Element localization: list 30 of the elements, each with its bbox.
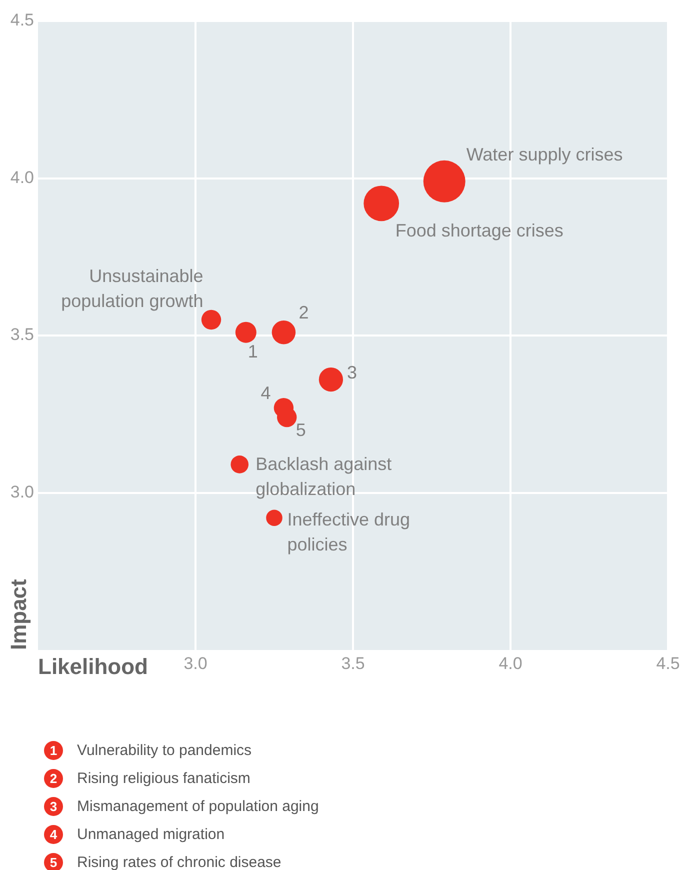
number-badge-icon: 2 [44, 768, 63, 788]
annotation: Food shortage crises [395, 220, 564, 240]
text: Unmanaged migration [77, 826, 225, 842]
text: Rising religious fanaticism [77, 770, 250, 786]
annotation: 1 [248, 341, 258, 362]
x-tick-label: 4.5 [656, 654, 680, 673]
annotation: 3 [346, 362, 357, 382]
annotation: Water supply crises [466, 144, 623, 164]
text: Mismanagement of population aging [77, 798, 319, 814]
y-tick-label: 3.5 [10, 325, 34, 344]
annotation: Ineffective drug policies [287, 509, 410, 554]
annotation: Unsustainable population growth [61, 266, 204, 312]
x-tick-label: 3.5 [341, 654, 365, 673]
y-axis-title: Impact [6, 578, 32, 650]
annotation: 4 [260, 382, 271, 403]
number-badge-icon: 4 [44, 824, 63, 844]
y-tick-label: 4.0 [10, 168, 34, 187]
y-tick-label: 4.5 [10, 10, 34, 30]
annotation: 2 [298, 302, 309, 322]
annotation: Backlash against globalization [256, 454, 392, 499]
annotation: 5 [296, 420, 306, 440]
x-tick-label: 4.0 [498, 654, 522, 673]
x-axis-title: Likelihood [38, 654, 148, 680]
text: Vulnerability to pandemics [77, 742, 252, 758]
number-badge-icon: 1 [44, 740, 63, 760]
text: Rising rates of chronic disease [77, 854, 282, 870]
x-tick-label: 3.0 [184, 654, 208, 673]
number-badge-icon: 5 [44, 852, 63, 870]
number-badge-icon: 3 [44, 796, 63, 816]
y-tick-label: 3.0 [10, 482, 34, 502]
